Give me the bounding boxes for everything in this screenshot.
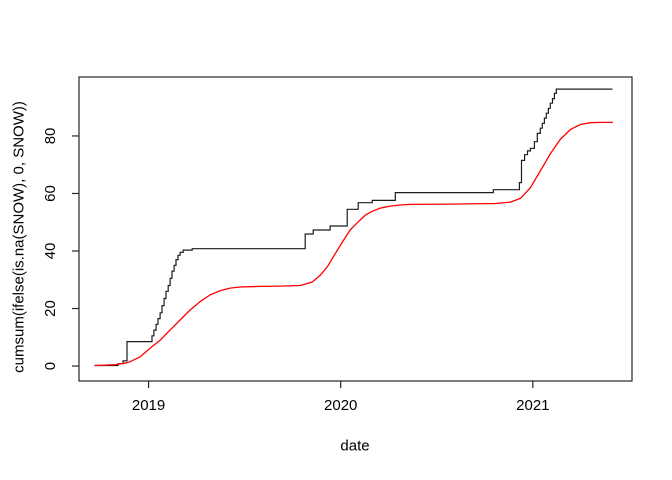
x-tick-label: 2020	[324, 397, 357, 414]
y-tick-label: 60	[42, 185, 59, 202]
x-axis-title: date	[340, 437, 370, 455]
plot-border	[78, 76, 633, 382]
y-axis-title: cumsum(ifelse(is.na(SNOW), 0, SNOW))	[10, 101, 28, 373]
y-tick-label: 80	[42, 128, 59, 145]
y-tick-label: 0	[42, 362, 59, 370]
y-tick-label: 20	[42, 300, 59, 317]
x-tick-label: 2019	[132, 397, 165, 414]
observed-step-line	[94, 88, 613, 367]
y-tick-label: 40	[42, 243, 59, 260]
x-tick-label: 2021	[516, 397, 549, 414]
smoothed-trend-line	[94, 121, 614, 367]
